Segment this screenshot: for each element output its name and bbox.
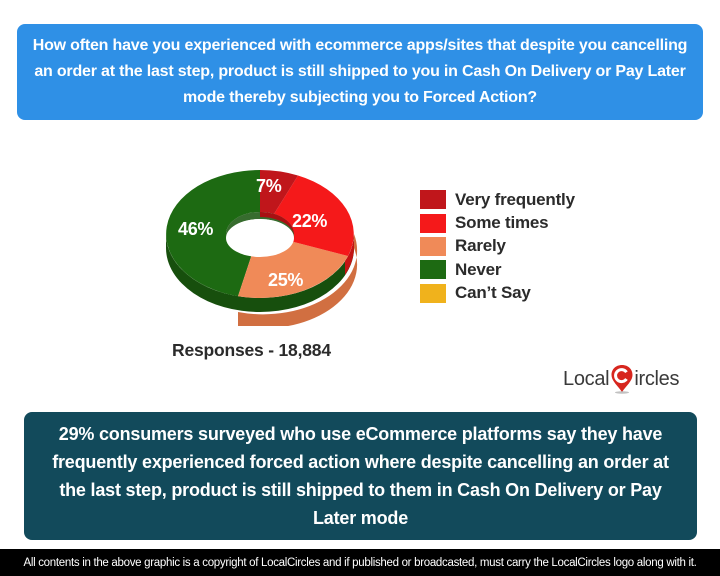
copyright-footer: All contents in the above graphic is a c… [0,549,720,576]
legend-label: Can’t Say [455,283,531,303]
slice-label-rarely: 25% [268,270,304,290]
slice-label-very-frequently: 7% [256,176,282,196]
legend-swatch [420,213,446,233]
legend-item-cant-say: Can’t Say [420,282,575,305]
localcircles-logo: Local ircles [563,364,680,394]
legend-swatch [420,190,446,210]
question-banner: How often have you experienced with ecom… [17,24,703,120]
legend-label: Very frequently [455,189,575,209]
chart-legend: Very frequently Some times Rarely Never … [420,188,575,305]
legend-label: Never [455,259,502,279]
logo-text-local: Local [563,367,610,390]
slice-label-never: 46% [178,219,214,239]
slice-label-some-times: 22% [292,211,328,231]
footer-text: All contents in the above graphic is a c… [23,556,697,569]
responses-count: Responses - 18,884 [172,340,331,360]
question-text: How often have you experienced with ecom… [32,37,688,106]
logo-text-ircles: ircles [634,367,680,390]
legend-item-rarely: Rarely [420,235,575,258]
legend-label: Some times [455,213,549,233]
legend-label: Rarely [455,236,506,256]
legend-item-never: Never [420,258,575,281]
legend-swatch [420,260,446,280]
legend-item-some-times: Some times [420,211,575,234]
legend-swatch [420,236,446,256]
legend-swatch [420,283,446,303]
legend-item-very-frequently: Very frequently [420,188,575,211]
key-finding-banner: 29% consumers surveyed who use eCommerce… [24,412,697,540]
location-pin-icon [611,365,633,394]
finding-text: 29% consumers surveyed who use eCommerce… [52,424,669,528]
donut-chart: 7% 22% 25% 46% [160,166,360,326]
donut-chart-graphic [166,170,358,326]
